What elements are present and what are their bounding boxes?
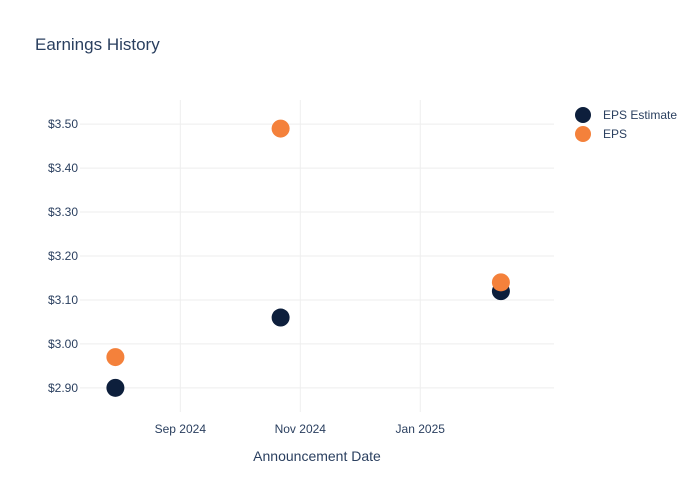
y-tick-label: $3.20 [48, 249, 78, 263]
eps-point[interactable] [106, 348, 125, 367]
y-tick-label: $3.30 [48, 205, 78, 219]
legend-label-eps[interactable]: EPS [603, 127, 627, 141]
x-tick-label: Jan 2025 [396, 422, 446, 436]
legend-marker-eps[interactable] [575, 126, 591, 142]
eps-point[interactable] [491, 273, 510, 292]
legend[interactable]: EPS Estimate EPS [575, 107, 677, 142]
y-axis-ticks: $2.90 $3.00 $3.10 $3.20 $3.30 $3.40 $3.50 [48, 117, 78, 395]
eps-point[interactable] [271, 119, 290, 138]
y-tick-label: $3.00 [48, 337, 78, 351]
legend-marker-eps-estimate[interactable] [575, 107, 591, 123]
eps-estimate-point[interactable] [271, 308, 290, 327]
y-tick-label: $2.90 [48, 381, 78, 395]
eps-estimate-point[interactable] [106, 378, 125, 397]
x-axis-title: Announcement Date [253, 448, 381, 464]
y-tick-label: $3.50 [48, 117, 78, 131]
legend-label-eps-estimate[interactable]: EPS Estimate [603, 108, 677, 122]
chart-title: Earnings History [35, 35, 160, 54]
y-tick-label: $3.40 [48, 161, 78, 175]
y-tick-label: $3.10 [48, 293, 78, 307]
grid-layer [80, 100, 554, 412]
x-tick-label: Sep 2024 [155, 422, 207, 436]
x-tick-label: Nov 2024 [275, 422, 327, 436]
data-points [106, 119, 510, 397]
x-axis-ticks: Sep 2024 Nov 2024 Jan 2025 [155, 422, 446, 436]
